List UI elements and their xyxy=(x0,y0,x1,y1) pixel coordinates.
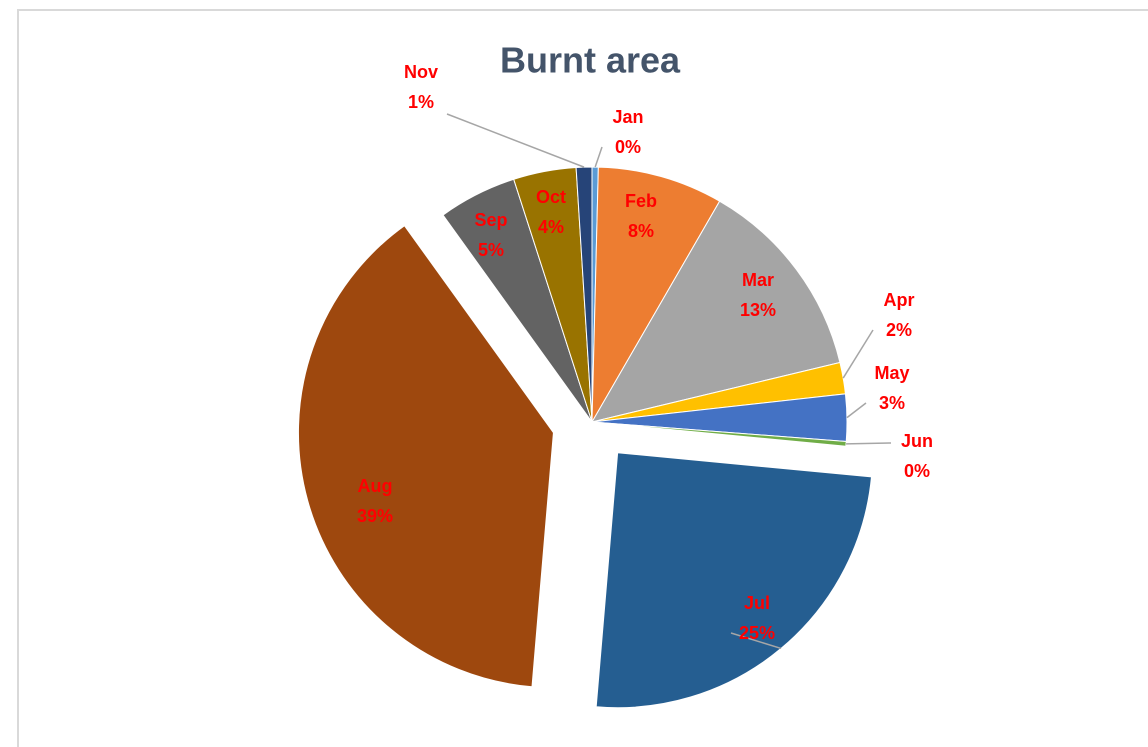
value-label: 8% xyxy=(628,221,654,241)
pie-slice xyxy=(591,421,847,447)
pie-slice xyxy=(591,166,721,423)
value-label: 2% xyxy=(886,320,912,340)
value-label: 3% xyxy=(879,393,905,413)
slice-label: Oct xyxy=(536,187,566,207)
pie-slice xyxy=(590,200,841,423)
slice-label: Aug xyxy=(358,476,393,496)
leader-line xyxy=(730,632,782,650)
slice-label: Mar xyxy=(742,270,774,290)
leader-line xyxy=(594,146,603,168)
value-label: 5% xyxy=(478,240,504,260)
value-label: 4% xyxy=(538,217,564,237)
slice-label: Jun xyxy=(901,431,933,451)
pie-slice xyxy=(297,225,554,688)
slice-label: Sep xyxy=(474,210,507,230)
leader-line xyxy=(842,329,874,379)
slice-label: Apr xyxy=(884,290,915,310)
value-label: 1% xyxy=(408,92,434,112)
pie-slice xyxy=(575,166,593,423)
pie-slice xyxy=(595,452,873,709)
slice-label: Jul xyxy=(744,593,770,613)
slice-label: Jan xyxy=(612,107,643,127)
slice-label: May xyxy=(874,363,909,383)
slice-label: Feb xyxy=(625,191,657,211)
value-label: 39% xyxy=(357,506,393,526)
leader-line xyxy=(846,442,892,445)
leader-line xyxy=(446,113,585,168)
value-label: 0% xyxy=(615,137,641,157)
slice-label: Nov xyxy=(404,62,438,82)
value-label: 25% xyxy=(739,623,775,643)
value-label: 13% xyxy=(740,300,776,320)
leader-line xyxy=(846,402,867,419)
chart-title: Burnt area xyxy=(500,40,681,81)
value-label: 0% xyxy=(904,461,930,481)
